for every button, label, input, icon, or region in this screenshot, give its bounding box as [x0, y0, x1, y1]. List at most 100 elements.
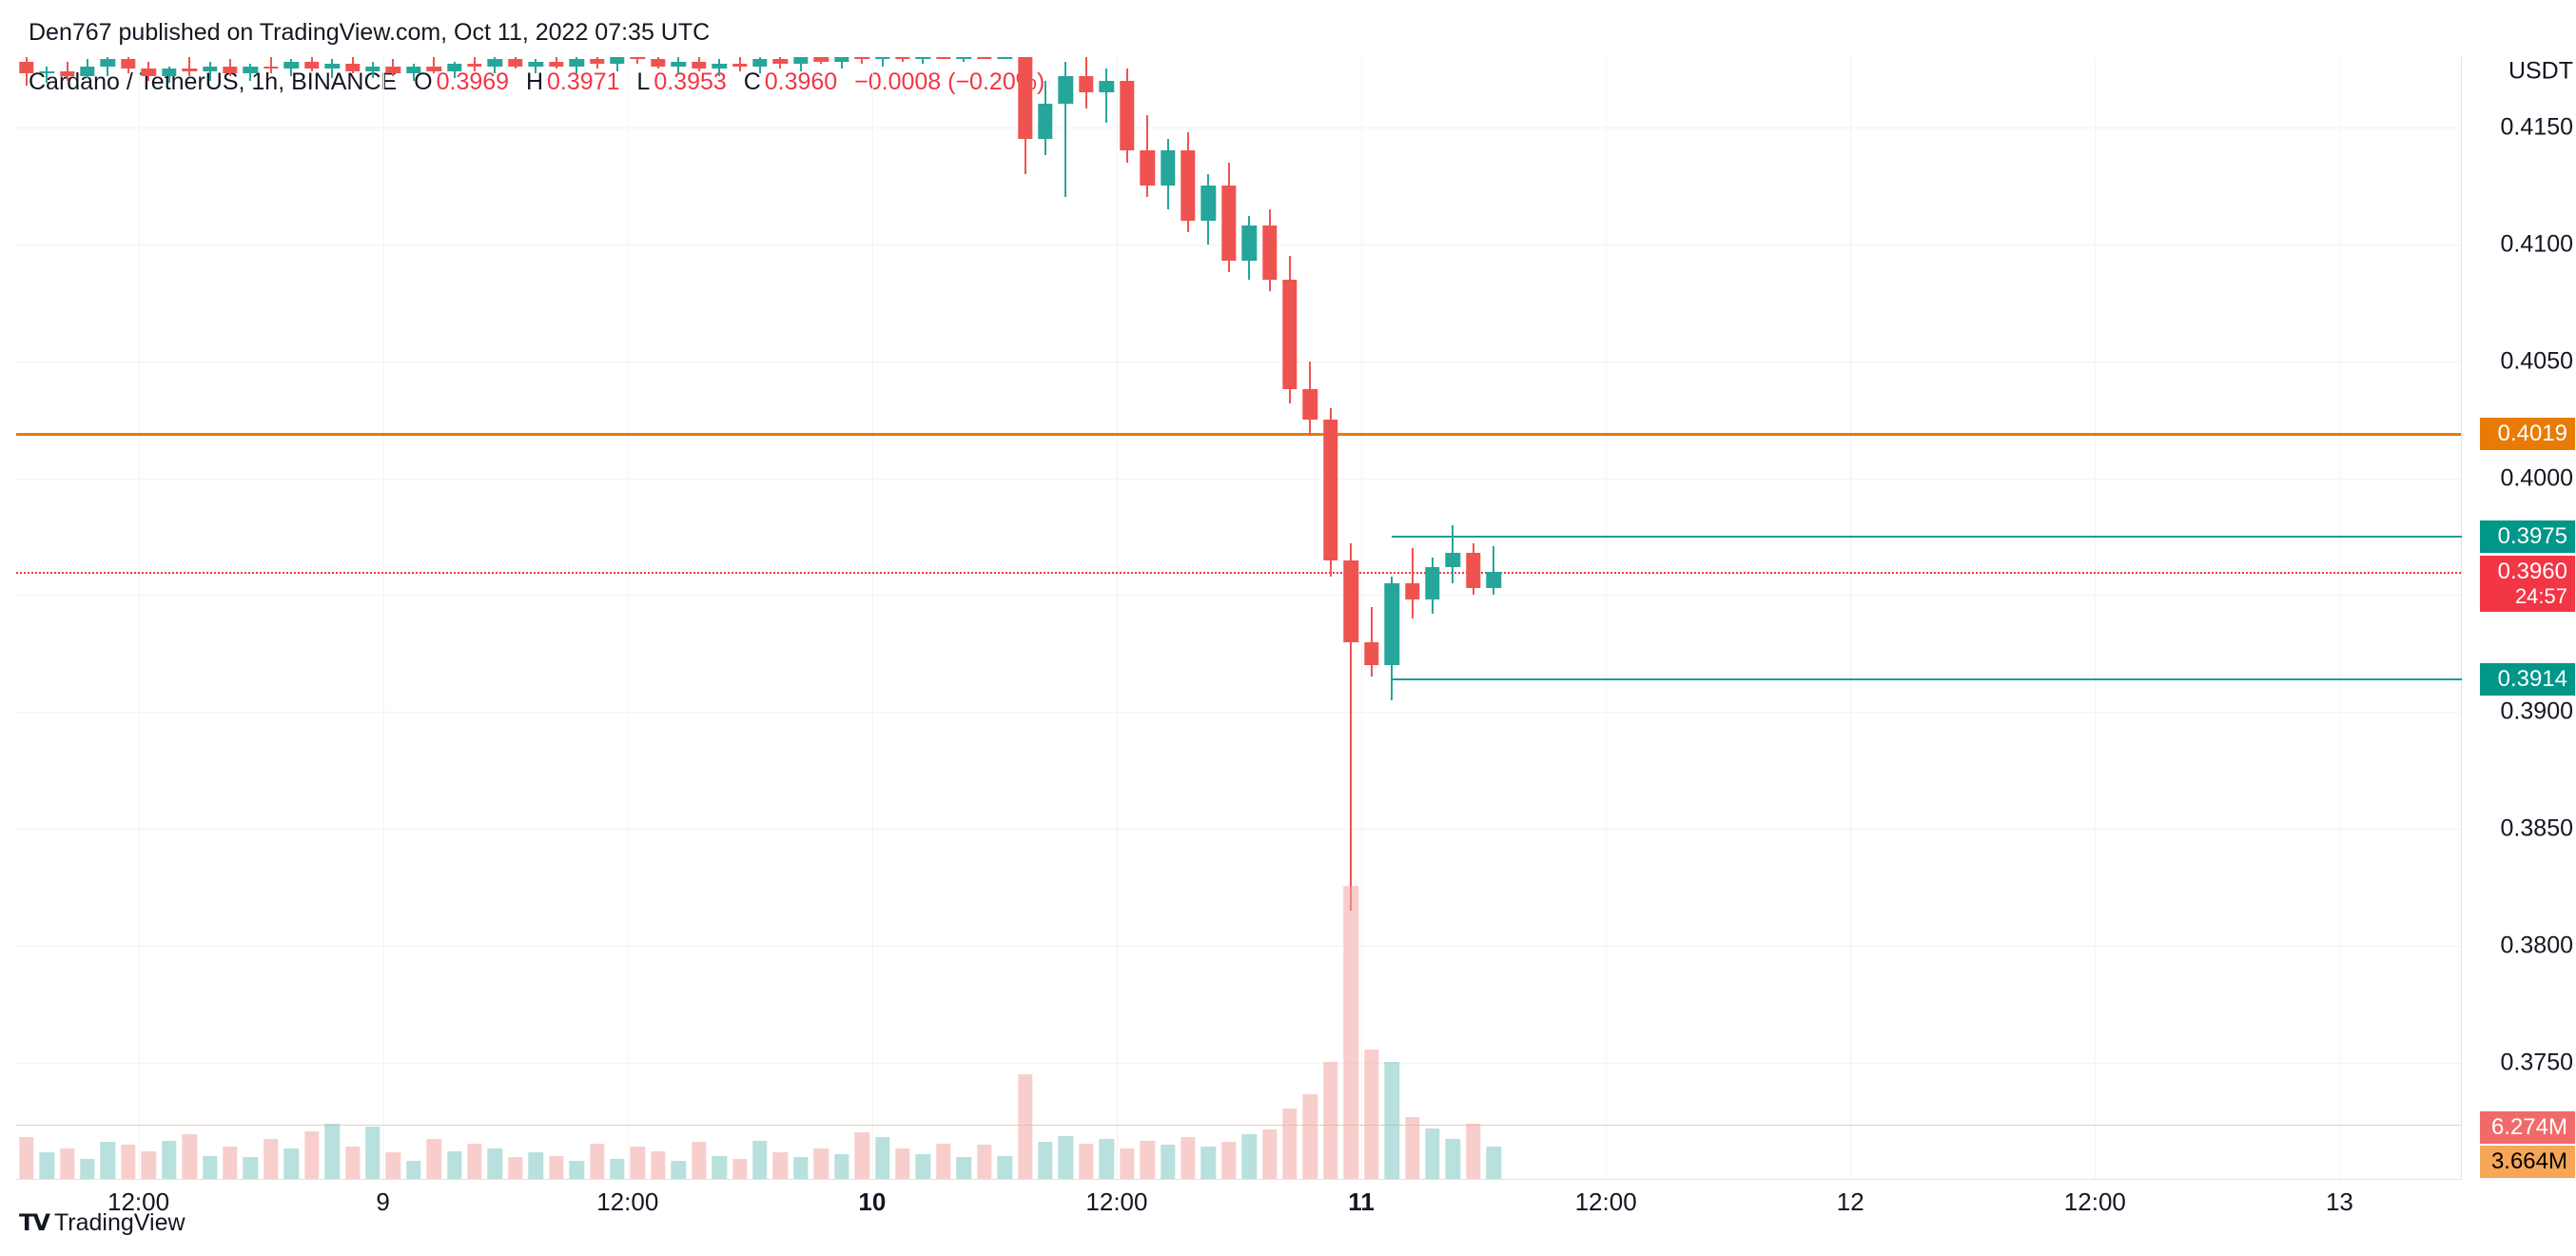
x-axis-tick-label: 12:00	[2064, 1187, 2126, 1217]
volume-bar	[101, 1142, 115, 1179]
tradingview-brand: TradingView	[54, 1209, 185, 1237]
candle	[101, 59, 115, 66]
candle	[549, 62, 563, 67]
candle	[1262, 226, 1277, 280]
volume-bar	[1181, 1137, 1195, 1179]
volume-bar	[1262, 1129, 1277, 1179]
candle	[834, 57, 849, 62]
volume-bar	[977, 1145, 991, 1179]
candle	[752, 59, 767, 66]
candle	[284, 62, 299, 69]
y-axis-tick-label: 0.3850	[2478, 815, 2573, 843]
candle	[672, 62, 686, 67]
volume-bar	[19, 1137, 33, 1179]
candle	[19, 62, 33, 73]
volume-bar	[1079, 1144, 1093, 1179]
x-axis-tick-label: 10	[858, 1187, 886, 1217]
candle	[1059, 76, 1073, 105]
candle	[732, 64, 747, 66]
volume-bar	[1405, 1117, 1419, 1179]
candle	[488, 59, 502, 66]
range-low-price-tag: 0.3914	[2480, 663, 2575, 696]
volume-bar	[752, 1141, 767, 1179]
candle	[182, 69, 196, 70]
volume-bar	[386, 1152, 400, 1179]
candle	[1221, 186, 1236, 261]
candle	[1140, 150, 1154, 186]
x-axis-tick-label: 12:00	[596, 1187, 658, 1217]
candle	[895, 57, 909, 59]
volume-bar	[203, 1156, 217, 1179]
volume-tag: 3.664M	[2480, 1146, 2575, 1178]
volume-bar	[1161, 1145, 1175, 1179]
candle	[508, 59, 522, 66]
candle	[162, 69, 176, 75]
volume-bar	[1303, 1094, 1317, 1179]
candle	[467, 64, 481, 66]
candle	[60, 71, 74, 76]
candle	[793, 57, 808, 64]
candle	[936, 57, 950, 59]
candle	[244, 67, 258, 73]
volume-bar	[244, 1157, 258, 1179]
volume-bar	[60, 1148, 74, 1179]
candle	[569, 59, 583, 66]
candle	[1364, 642, 1378, 666]
volume-bar	[467, 1144, 481, 1179]
candle	[712, 64, 726, 69]
volume-bar	[488, 1148, 502, 1179]
candle	[1405, 583, 1419, 599]
candle	[203, 67, 217, 71]
volume-bar	[712, 1156, 726, 1179]
candle	[386, 67, 400, 73]
volume-bar	[854, 1132, 868, 1179]
x-axis-tick-label: 12:00	[1085, 1187, 1147, 1217]
candle	[1120, 81, 1134, 151]
volume-bar	[406, 1161, 420, 1179]
volume-bar	[426, 1139, 440, 1179]
y-axis-tick-label: 0.4000	[2478, 464, 2573, 492]
volume-bar	[304, 1131, 319, 1179]
volume-bar	[692, 1142, 706, 1179]
y-axis-tick-label: 0.3750	[2478, 1050, 2573, 1077]
volume-bar	[162, 1141, 176, 1179]
candle	[1303, 389, 1317, 420]
price-chart[interactable]: 0.41500.41000.40500.40000.39500.39000.38…	[16, 57, 2462, 1180]
x-axis-tick-label: 11	[1348, 1187, 1375, 1217]
volume-bar	[793, 1157, 808, 1179]
candle	[263, 67, 278, 69]
candle	[773, 59, 788, 64]
volume-bar	[773, 1152, 788, 1179]
candle	[590, 59, 604, 64]
y-axis-tick-label: 0.4100	[2478, 230, 2573, 258]
candle	[142, 69, 156, 75]
volume-bar	[1487, 1147, 1501, 1179]
candle	[997, 57, 1011, 59]
tradingview-logo-icon: 𝗧𝗩	[19, 1209, 49, 1237]
currency-label: USDT	[2478, 58, 2573, 86]
volume-bar	[549, 1156, 563, 1179]
volume-bar	[1364, 1050, 1378, 1179]
volume-bar	[529, 1152, 543, 1179]
volume-bar	[324, 1124, 339, 1179]
volume-bar	[957, 1157, 971, 1179]
volume-bar	[80, 1159, 94, 1179]
volume-bar	[1100, 1139, 1114, 1179]
volume-bar	[142, 1151, 156, 1179]
volume-bar	[365, 1127, 380, 1179]
candle	[39, 71, 53, 73]
candle	[304, 62, 319, 69]
volume-bar	[651, 1151, 665, 1179]
candle	[854, 57, 868, 59]
x-axis-tick-label: 9	[376, 1187, 389, 1217]
y-axis-tick-label: 0.3800	[2478, 932, 2573, 960]
volume-bar	[936, 1144, 950, 1179]
volume-bar	[732, 1159, 747, 1179]
volume-bar	[1241, 1134, 1256, 1179]
candle	[814, 57, 829, 62]
volume-bar	[1221, 1142, 1236, 1179]
candle	[324, 64, 339, 69]
candle	[426, 67, 440, 71]
resistance-price-tag: 0.4019	[2480, 418, 2575, 450]
volume-bar	[447, 1151, 461, 1179]
